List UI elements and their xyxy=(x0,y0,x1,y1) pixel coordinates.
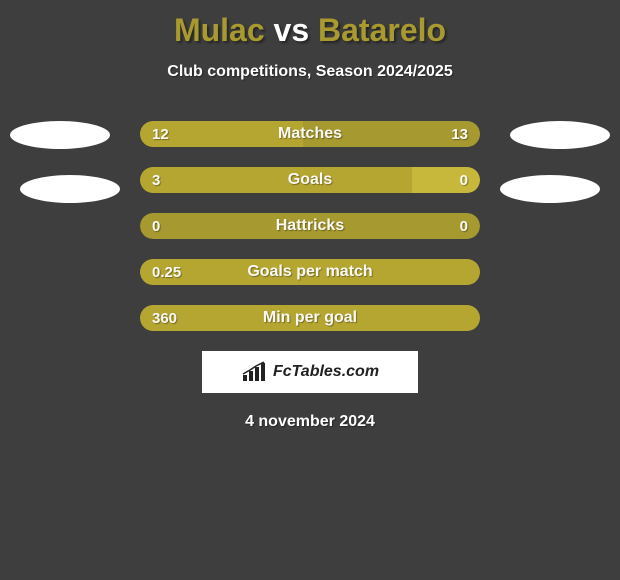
avatar-placeholder-left-1 xyxy=(10,121,110,149)
brand-badge[interactable]: FcTables.com xyxy=(202,351,418,393)
stat-bars: Matches1213Goals30Hattricks00Goals per m… xyxy=(0,121,620,331)
stat-value-left: 360 xyxy=(152,305,177,331)
vs-label: vs xyxy=(274,12,310,48)
stat-label: Hattricks xyxy=(140,213,480,239)
stat-row: Min per goal360 xyxy=(140,305,480,331)
stat-row: Hattricks0 0 xyxy=(140,213,480,239)
date-label: 4 november 2024 xyxy=(0,413,620,431)
stat-value-right: 0 xyxy=(460,167,468,193)
player1-name: Mulac xyxy=(174,12,265,48)
stat-value-left: 12 xyxy=(152,121,169,147)
player2-name: Batarelo xyxy=(318,12,446,48)
stat-label: Matches xyxy=(140,121,480,147)
stat-row: Matches12 13 xyxy=(140,121,480,147)
stat-row: Goals3 0 xyxy=(140,167,480,193)
comparison-card: Mulac vs Batarelo Club competitions, Sea… xyxy=(0,0,620,580)
avatar-placeholder-left-2 xyxy=(20,175,120,203)
subtitle: Club competitions, Season 2024/2025 xyxy=(0,63,620,81)
stats-area: Matches1213Goals30Hattricks00Goals per m… xyxy=(0,121,620,331)
stat-value-left: 3 xyxy=(152,167,160,193)
stat-label: Min per goal xyxy=(140,305,480,331)
brand-text: FcTables.com xyxy=(273,363,379,381)
stat-value-left: 0 xyxy=(152,213,160,239)
stat-value-right: 0 xyxy=(460,213,468,239)
stat-label: Goals per match xyxy=(140,259,480,285)
page-title: Mulac vs Batarelo xyxy=(0,0,620,49)
stat-label: Goals xyxy=(140,167,480,193)
stat-value-left: 0.25 xyxy=(152,259,181,285)
avatar-placeholder-right-2 xyxy=(500,175,600,203)
chart-bars-icon xyxy=(241,361,269,383)
avatar-placeholder-right-1 xyxy=(510,121,610,149)
stat-value-right: 13 xyxy=(451,121,468,147)
stat-row: Goals per match0.25 xyxy=(140,259,480,285)
